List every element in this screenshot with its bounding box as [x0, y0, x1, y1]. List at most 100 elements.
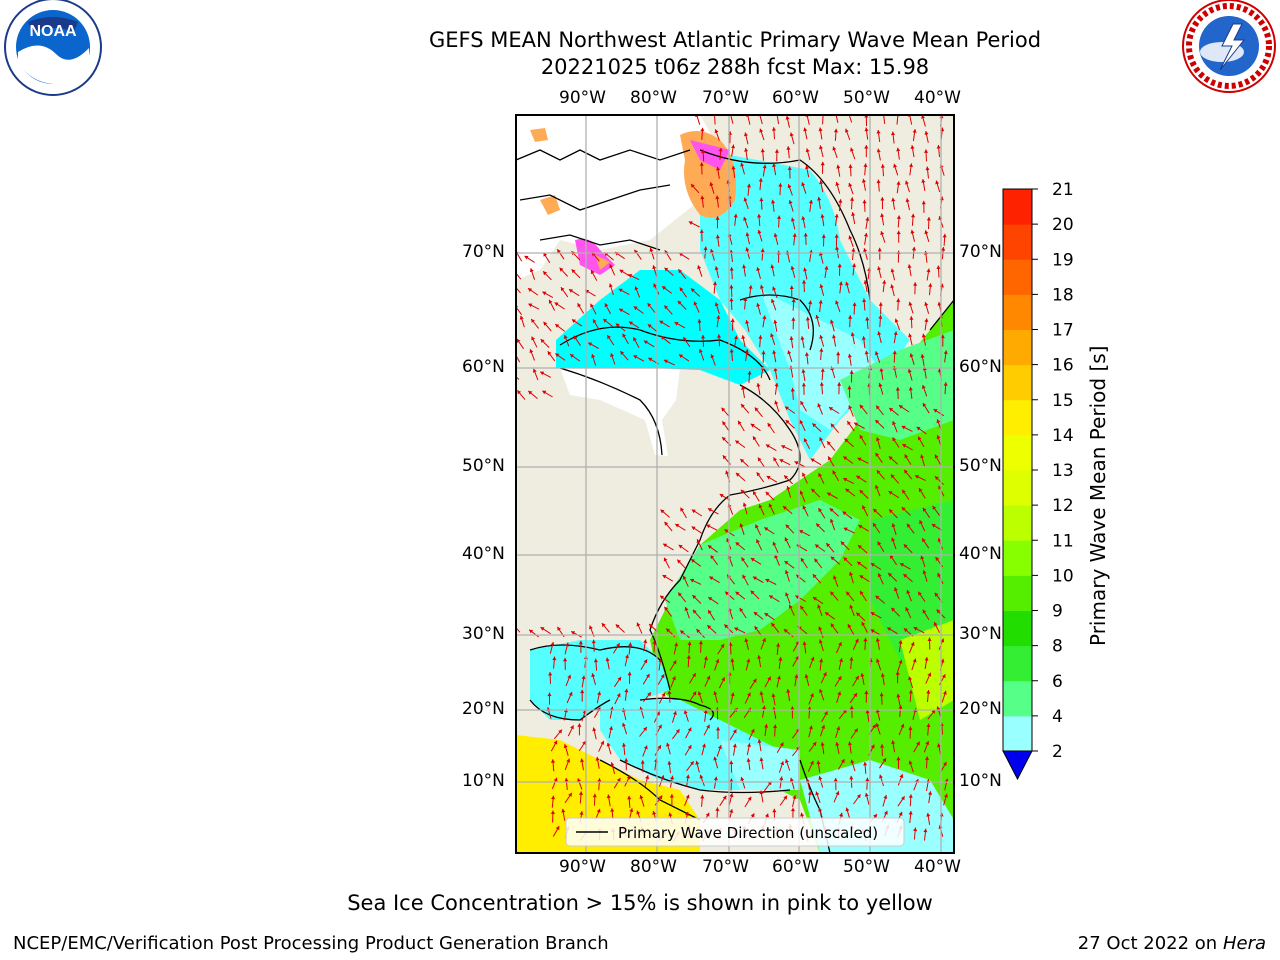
wave-arrow-head — [876, 470, 881, 475]
wave-arrow-head — [893, 163, 898, 168]
wave-arrow-head — [882, 758, 886, 763]
wave-arrow-head — [778, 657, 783, 661]
wave-arrow-head — [832, 470, 837, 475]
wave-arrow-head — [815, 544, 819, 549]
wave-arrow-head — [863, 233, 868, 237]
wave-arrow-head — [786, 689, 791, 693]
wave-arrow-head — [810, 656, 815, 661]
wave-arrow-head — [550, 759, 556, 763]
wave-arrow-head — [724, 624, 729, 629]
wave-arrow-head — [859, 575, 864, 579]
wave-arrow-head — [759, 790, 764, 795]
wave-arrow-head — [551, 795, 556, 800]
wave-arrow-head — [898, 659, 903, 664]
wave-arrow-head — [564, 778, 569, 782]
wave-arrow-head — [732, 743, 737, 748]
wave-arrow-head — [817, 196, 822, 201]
colorbar-tick-label: 10 — [1052, 566, 1074, 586]
wave-arrow-head — [865, 709, 870, 714]
wave-arrow-head — [894, 587, 898, 592]
wave-arrow-head — [936, 706, 941, 711]
wave-arrow-head — [713, 776, 718, 781]
wave-arrow-head — [771, 127, 776, 131]
wave-arrow-head — [578, 640, 583, 645]
wave-arrow-head — [896, 693, 901, 698]
wave-arrow — [516, 376, 520, 380]
wave-arrow-head — [777, 215, 782, 219]
wave-arrow-head — [610, 353, 614, 358]
wave-arrow-head — [658, 658, 663, 663]
wave-arrow-head — [731, 165, 736, 170]
wave-arrow-head — [778, 183, 783, 187]
wave-arrow-head — [800, 401, 804, 405]
map-subtitle-run: 20221025 t06z 288h fcst Max: 15.98 — [540, 55, 930, 79]
wave-arrow-head — [784, 561, 789, 565]
wave-arrow-head — [559, 267, 564, 272]
wave-arrow-head — [790, 807, 795, 812]
wave-arrow — [714, 115, 716, 125]
wave-arrow-head — [802, 472, 806, 477]
wave-arrow-head — [909, 163, 913, 167]
wave-arrow-head — [850, 332, 855, 337]
wave-arrow-head — [601, 623, 606, 628]
wave-arrow-head — [706, 524, 711, 529]
wave-arrow-head — [680, 630, 685, 635]
wave-arrow-head — [773, 319, 778, 324]
wave-arrow-head — [739, 607, 744, 612]
wave-arrow-head — [856, 475, 861, 480]
wave-arrow-head — [616, 778, 621, 782]
wave-arrow-head — [880, 231, 885, 236]
wave-arrow-head — [699, 162, 704, 166]
wave-arrow-head — [592, 727, 597, 732]
wave-arrow-head — [818, 508, 823, 513]
wave-arrow-head — [656, 711, 660, 716]
wave-arrow-head — [739, 523, 744, 528]
footer-organization: NCEP/EMC/Verification Post Processing Pr… — [13, 933, 609, 954]
wave-arrow-head — [864, 793, 869, 797]
wave-arrow-head — [819, 437, 823, 442]
wave-arrow-head — [857, 561, 862, 566]
wave-arrow-head — [692, 691, 697, 696]
wave-arrow-head — [863, 248, 868, 252]
wave-arrow-head — [772, 163, 777, 168]
wave-arrow-head — [597, 778, 602, 782]
wave-arrow-head — [908, 689, 913, 694]
wave-arrow-head — [733, 213, 738, 218]
wave-arrow-head — [817, 604, 822, 609]
wave-arrow-head — [666, 742, 670, 747]
wave-arrow-head — [771, 622, 776, 627]
wave-arrow-head — [838, 281, 843, 286]
colorbar-tick-label: 17 — [1052, 321, 1074, 341]
wave-arrow-head — [674, 642, 679, 647]
wave-arrow-head — [818, 776, 823, 780]
wave-arrow-head — [769, 595, 774, 599]
wave-arrow-head — [717, 745, 722, 750]
wave-arrow-head — [873, 814, 877, 819]
wave-arrow-head — [802, 505, 807, 510]
wave-arrow-head — [609, 264, 614, 269]
wave-arrow-head — [937, 573, 942, 577]
wave-arrow-head — [845, 128, 849, 133]
wave-arrow-head — [830, 319, 834, 324]
wave-arrow-head — [835, 300, 839, 305]
wave-arrow-head — [620, 351, 625, 355]
wave-arrow-head — [649, 247, 654, 252]
wave-arrow-head — [706, 724, 710, 729]
wave-arrow-head — [863, 761, 868, 766]
wave-arrow-head — [679, 287, 684, 292]
wave-arrow-head — [693, 301, 698, 306]
wave-arrow-head — [883, 810, 888, 815]
wave-arrow-head — [887, 627, 892, 631]
wave-arrow-head — [875, 723, 880, 727]
wave-arrow-head — [765, 813, 769, 818]
wave-arrow-head — [685, 794, 690, 799]
wave-arrow-head — [740, 162, 745, 167]
wave-arrow-head — [579, 811, 584, 815]
wave-arrow-head — [890, 474, 895, 479]
colorbar-segment — [1003, 610, 1032, 647]
wave-arrow-head — [889, 407, 894, 412]
wave-arrow-head — [692, 595, 697, 599]
wave-arrow-head — [707, 508, 712, 512]
wave-arrow-head — [661, 692, 666, 697]
wave-arrow-head — [924, 302, 929, 306]
